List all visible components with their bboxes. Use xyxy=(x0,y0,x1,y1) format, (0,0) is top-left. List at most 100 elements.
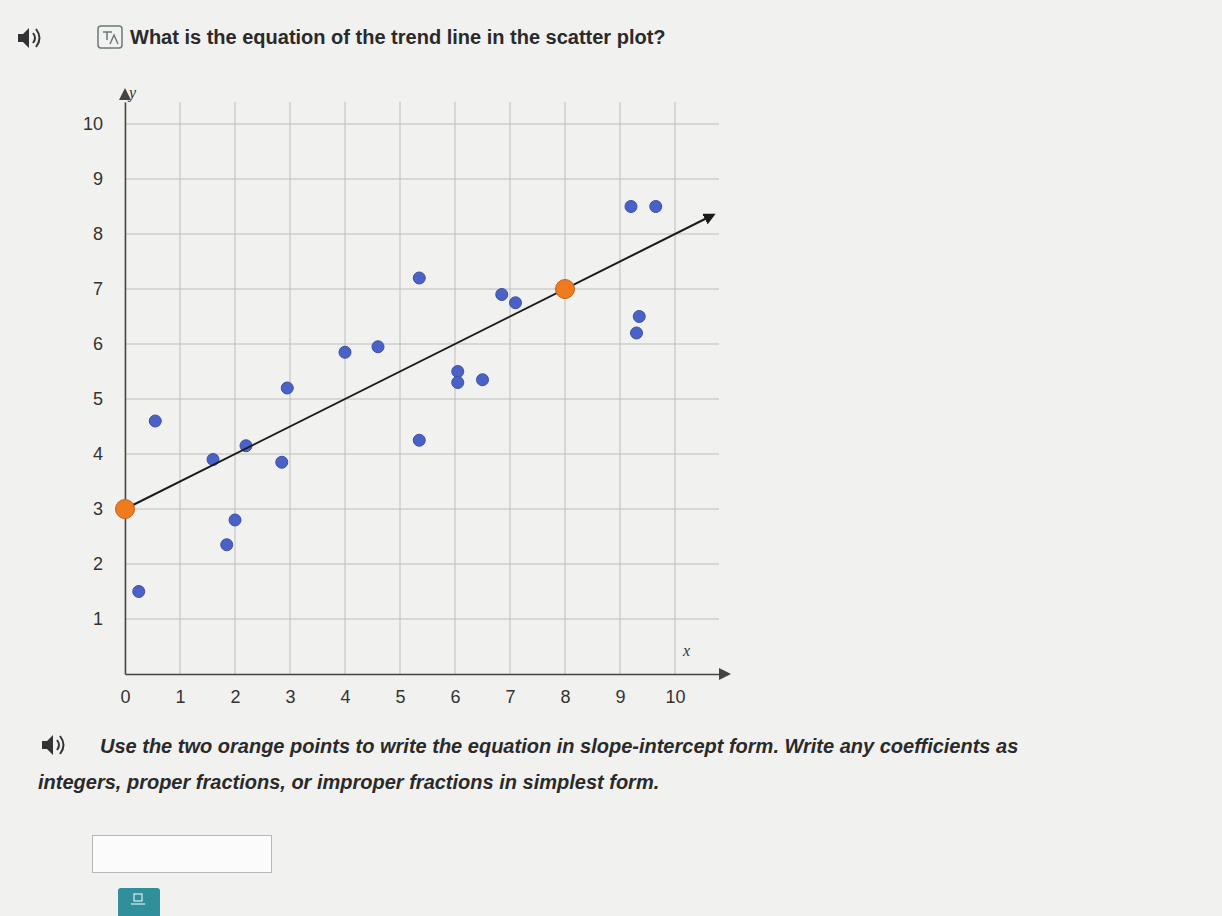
grid-line-y xyxy=(125,399,719,400)
tick-label: 7 xyxy=(93,279,103,299)
axis-line xyxy=(126,674,720,676)
x-axis: 0 1 2 3 4 5 6 7 8 9 10 xyxy=(120,674,719,707)
data-point xyxy=(631,327,643,339)
tick: 2 xyxy=(230,674,240,707)
tick: 7 xyxy=(505,674,515,707)
tick: 2 xyxy=(93,554,125,574)
tick: 9 xyxy=(93,169,125,189)
tick: 5 xyxy=(395,674,405,707)
tick-label: 6 xyxy=(93,334,103,354)
audio-button[interactable] xyxy=(18,28,40,48)
tick: 9 xyxy=(615,674,625,707)
audio-button[interactable] xyxy=(42,735,64,755)
fraction-button[interactable] xyxy=(118,888,160,916)
tick-label: 8 xyxy=(560,687,570,707)
grid-line-x xyxy=(510,102,511,674)
tick: 4 xyxy=(93,444,125,464)
data-point xyxy=(650,201,662,213)
tick-label: 2 xyxy=(230,687,240,707)
tick: 5 xyxy=(93,389,125,409)
data-point xyxy=(625,201,637,213)
grid-line-y xyxy=(125,564,719,565)
tick-label: 7 xyxy=(505,687,515,707)
tick-label: 10 xyxy=(665,687,685,707)
data-point xyxy=(372,341,384,353)
tick-label: 3 xyxy=(93,499,103,519)
data-point xyxy=(229,514,241,526)
highlight-point xyxy=(556,280,575,299)
data-point xyxy=(452,377,464,389)
data-point xyxy=(413,272,425,284)
highlight-point xyxy=(116,500,135,519)
axis-arrow xyxy=(719,668,731,680)
grid-line-y xyxy=(125,289,719,290)
grid-line-x xyxy=(125,102,126,674)
tick: 0 xyxy=(120,674,130,707)
grid-line-y xyxy=(125,234,719,235)
tick-label: 10 xyxy=(83,114,103,134)
question-title: What is the equation of the trend line i… xyxy=(130,26,666,49)
data-point xyxy=(496,289,508,301)
tick: 10 xyxy=(665,674,685,707)
tick-label: 4 xyxy=(93,444,103,464)
grid-line-x xyxy=(400,102,401,674)
grid-line-y xyxy=(125,509,719,510)
y-axis-label: y xyxy=(127,84,137,102)
grid-line-x xyxy=(565,102,566,674)
tick-label: 4 xyxy=(340,687,350,707)
answer-box[interactable] xyxy=(92,835,272,873)
grid-line-x xyxy=(180,102,181,674)
data-point xyxy=(510,297,522,309)
data-point xyxy=(633,311,645,323)
data-point xyxy=(133,586,145,598)
tick-label: 8 xyxy=(93,224,103,244)
plot-area xyxy=(116,201,714,598)
tick: 8 xyxy=(93,224,125,244)
y-axis: 1 2 3 4 5 6 7 8 9 10 xyxy=(83,103,126,675)
speaker-waves xyxy=(33,29,40,47)
translate-button[interactable] xyxy=(98,26,122,48)
fraction-icon xyxy=(131,894,145,904)
data-point xyxy=(149,415,161,427)
data-point xyxy=(276,456,288,468)
data-point xyxy=(339,346,351,358)
tick: 10 xyxy=(83,114,125,134)
translate-icon xyxy=(98,26,122,48)
grid-line-x xyxy=(235,102,236,674)
tick-label: 6 xyxy=(450,687,460,707)
tick: 1 xyxy=(93,609,125,629)
tick: 4 xyxy=(340,674,350,707)
tick: 1 xyxy=(175,674,185,707)
tick-label: 9 xyxy=(615,687,625,707)
tick: 6 xyxy=(93,334,125,354)
grid-line-x xyxy=(675,102,676,674)
tick-label: 1 xyxy=(93,609,103,629)
translate-glyph xyxy=(103,32,118,44)
tick-label: 1 xyxy=(175,687,185,707)
data-point xyxy=(281,382,293,394)
grid-line-x xyxy=(620,102,621,674)
tick-label: 3 xyxy=(285,687,295,707)
grid-line-y xyxy=(125,179,719,180)
speaker-icon xyxy=(42,735,53,755)
fraction-box xyxy=(134,894,142,901)
trend-line xyxy=(125,215,714,509)
data-point xyxy=(221,539,233,551)
grid-line-x xyxy=(345,102,346,674)
data-point xyxy=(477,374,489,386)
tick-label: 0 xyxy=(120,687,130,707)
speaker-icon xyxy=(18,28,29,48)
tick-label: 5 xyxy=(93,389,103,409)
grid-line-y xyxy=(125,619,719,620)
data-point xyxy=(413,434,425,446)
tick: 3 xyxy=(285,674,295,707)
tick: 8 xyxy=(560,674,570,707)
fraction-bar xyxy=(131,904,145,905)
axis-line xyxy=(125,103,127,675)
tick-label: 9 xyxy=(93,169,103,189)
grid xyxy=(125,102,719,674)
grid-line-y xyxy=(125,124,719,125)
tick: 6 xyxy=(450,674,460,707)
data-point xyxy=(452,366,464,378)
tick-label: 5 xyxy=(395,687,405,707)
